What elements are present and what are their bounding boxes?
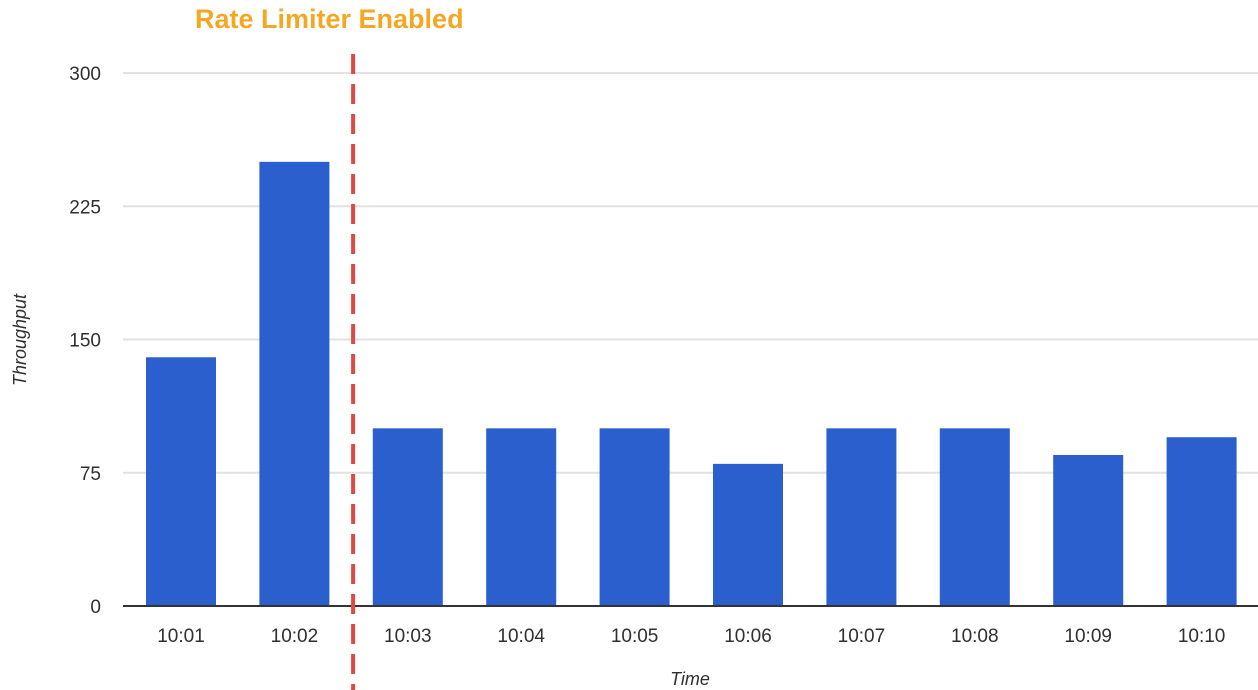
bars: [146, 161, 1237, 607]
bar-1010: [1166, 437, 1237, 606]
bar-1006: [713, 463, 783, 606]
x-tick-label: 10:09: [1064, 626, 1112, 647]
x-tick-label: 10:05: [611, 626, 659, 647]
x-axis-title: Time: [670, 669, 710, 689]
x-tick-label: 10:10: [1178, 626, 1226, 647]
bar-1009: [1053, 454, 1124, 606]
x-tick-label: 10:02: [271, 626, 319, 647]
x-tick-label: 10:01: [157, 626, 205, 647]
bar-1002: [259, 161, 330, 607]
rate-limiter-label: Rate Limiter Enabled: [195, 4, 464, 34]
x-tick-label: 10:07: [838, 626, 886, 647]
bar-1005: [599, 428, 670, 606]
x-tick-label: 10:08: [951, 626, 999, 647]
y-tick-label: 225: [69, 197, 101, 218]
y-tick-label: 150: [69, 331, 101, 352]
bar-1003: [372, 428, 443, 606]
bar-1007: [826, 428, 897, 606]
bar-1008: [939, 428, 1010, 606]
bar-1004: [486, 428, 557, 606]
y-tick-label: 75: [80, 464, 101, 485]
bar-1001: [146, 357, 216, 606]
y-axis-title: Throughput: [10, 293, 30, 386]
y-axis-ticks: 0 75 150 225 300: [69, 64, 101, 618]
x-tick-label: 10:06: [724, 626, 772, 647]
x-axis-ticks: 10:01 10:02 10:03 10:04 10:05 10:06 10:07 10:08…: [157, 626, 1225, 647]
x-tick-label: 10:04: [497, 626, 545, 647]
x-tick-label: 10:03: [384, 626, 432, 647]
y-tick-label: 300: [69, 64, 101, 85]
y-tick-label: 0: [90, 597, 101, 618]
